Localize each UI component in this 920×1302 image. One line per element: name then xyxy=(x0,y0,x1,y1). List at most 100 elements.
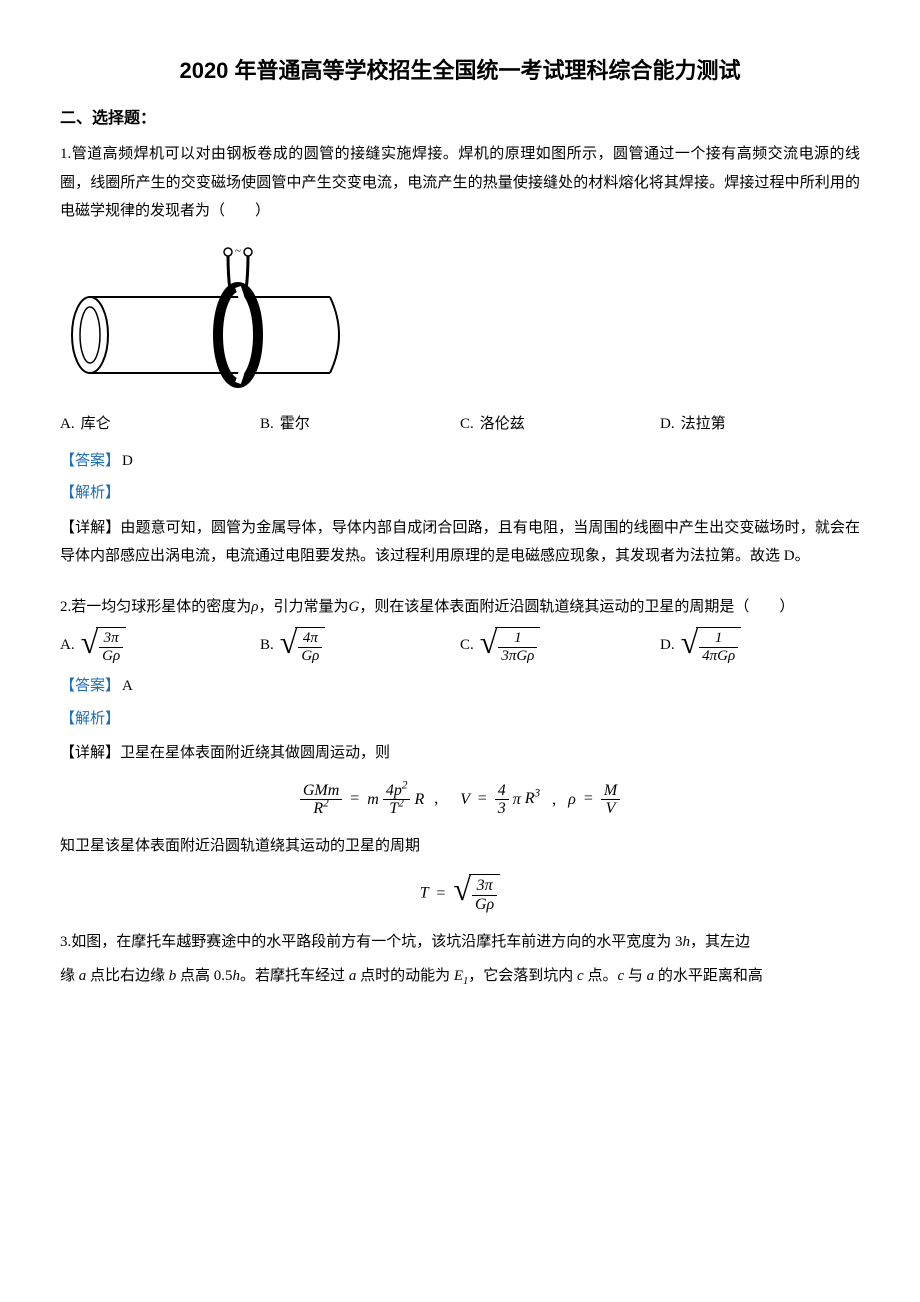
q1-opt-a: A. 库仑 xyxy=(60,410,260,439)
q3-text: 缘 xyxy=(60,968,79,984)
sqrt-expr: √ 3πGρ xyxy=(453,874,500,913)
radicand: 14πGρ xyxy=(696,627,741,664)
page-title: 2020 年普通高等学校招生全国统一考试理科综合能力测试 xyxy=(60,50,860,92)
var-r3: R3 xyxy=(525,790,540,807)
q3-stem-line2: 缘 a 点比右边缘 b 点高 0.5h。若摩托车经过 a 点时的动能为 E1，它… xyxy=(60,962,860,991)
q2-opt-b: B. √ 4πGρ xyxy=(260,627,460,664)
question-2: 2.若一均匀球形星体的密度为 ρ ，引力常量为G，则在该星体表面附近沿圆轨道绕其运动… xyxy=(60,593,860,914)
answer-label: 【答案】 xyxy=(60,678,120,694)
q3-text: 的水平距离和高 xyxy=(654,968,763,984)
q3-text: 3.如图，在摩托车越野赛途中的水平路段前方有一个坑，该坑沿摩托车前进方向的水平宽… xyxy=(60,934,683,950)
q2-options: A. √ 3πGρ B. √ 4πGρ C. √ 13πGρ xyxy=(60,627,860,664)
frac-den: Gρ xyxy=(99,648,123,665)
frac-den: T2 xyxy=(383,800,411,818)
q1-opt-b: B. 霍尔 xyxy=(260,410,460,439)
frac-den: Gρ xyxy=(472,896,497,914)
frac-num: 3π xyxy=(472,877,497,896)
radicand: 4πGρ xyxy=(295,627,325,664)
sqrt-expr: √ 14πGρ xyxy=(681,627,742,664)
equals: = xyxy=(584,790,593,807)
opt-letter: A. xyxy=(60,631,75,660)
q2-stem-part: ，则在该星体表面附近沿圆轨道绕其运动的卫星的周期是（ ） xyxy=(359,599,794,615)
q2-answer: 【答案】A xyxy=(60,672,860,701)
q2-opt-a: A. √ 3πGρ xyxy=(60,627,260,664)
var-h: h xyxy=(233,968,241,984)
opt-letter: B. xyxy=(260,631,274,660)
q2-detail-head: 【详解】卫星在星体表面附近绕其做圆周运动，则 xyxy=(60,739,860,768)
q1-opt-c: C. 洛伦兹 xyxy=(460,410,660,439)
q2-stem-part: ，引力常量为 xyxy=(258,599,348,615)
q2-stem: 2.若一均匀球形星体的密度为ρ，引力常量为G，则在该星体表面附近沿圆轨道绕其运动… xyxy=(60,593,860,622)
opt-letter: D. xyxy=(660,410,675,439)
radicand: 3πGρ xyxy=(96,627,126,664)
opt-letter: D. xyxy=(660,631,675,660)
section-heading: 二、选择题： xyxy=(60,104,860,134)
q2-stem-part: 2.若一均匀球形星体的密度为 xyxy=(60,599,251,615)
pi-symbol: π xyxy=(513,790,521,807)
q2-detail: 【详解】卫星在星体表面附近绕其做圆周运动，则 GMmR2 = m 4p2T2 R… xyxy=(60,739,860,913)
equals: = xyxy=(350,790,359,807)
q1-figure: ~ xyxy=(60,240,860,401)
var-e1: E1 xyxy=(454,968,468,984)
q2-eq1: GMmR2 = m 4p2T2 R , V = 43 π R3 , ρ = MV xyxy=(60,782,860,818)
q3-text: 与 xyxy=(624,968,647,984)
q2-explain-label: 【解析】 xyxy=(60,705,860,734)
frac-num: M xyxy=(601,782,620,801)
q1-detail-text: 【详解】由题意可知，圆管为金属导体，导体内部自成闭合回路，且有电阻，当周围的线圈… xyxy=(60,514,860,571)
var-h: h xyxy=(683,934,691,950)
frac-num: 1 xyxy=(498,630,537,648)
q3-stem-line1: 3.如图，在摩托车越野赛途中的水平路段前方有一个坑，该坑沿摩托车前进方向的水平宽… xyxy=(60,928,860,957)
q1-opt-d: D. 法拉第 xyxy=(660,410,860,439)
question-3: 3.如图，在摩托车越野赛途中的水平路段前方有一个坑，该坑沿摩托车前进方向的水平宽… xyxy=(60,928,860,991)
frac-num: 1 xyxy=(699,630,738,648)
opt-letter: C. xyxy=(460,410,474,439)
frac-den: Gρ xyxy=(298,648,322,665)
q1-options: A. 库仑 B. 霍尔 C. 洛伦兹 D. 法拉第 xyxy=(60,410,860,439)
var-v: V xyxy=(460,790,469,807)
q1-explain-label: 【解析】 xyxy=(60,479,860,508)
q2-opt-c: C. √ 13πGρ xyxy=(460,627,660,664)
opt-text: 霍尔 xyxy=(280,410,310,439)
q1-stem: 1.管道高频焊机可以对由钢板卷成的圆管的接缝实施焊接。焊机的原理如图所示，圆管通… xyxy=(60,140,860,226)
q2-detail-mid: 知卫星该星体表面附近沿圆轨道绕其运动的卫星的周期 xyxy=(60,832,860,861)
opt-text: 洛伦兹 xyxy=(480,410,525,439)
answer-value: A xyxy=(122,678,133,694)
q3-text: ，其左边 xyxy=(690,934,750,950)
q3-text: 。若摩托车经过 xyxy=(240,968,349,984)
rho-symbol: ρ xyxy=(568,790,576,807)
answer-label: 【答案】 xyxy=(60,453,120,469)
frac-den: 3 xyxy=(495,800,509,818)
frac-num: 4 xyxy=(495,782,509,801)
q1-answer: 【答案】D xyxy=(60,447,860,476)
frac-den: 3πGρ xyxy=(498,648,537,665)
opt-letter: B. xyxy=(260,410,274,439)
frac-num: GMm xyxy=(300,782,342,801)
opt-text: 库仑 xyxy=(81,410,111,439)
var-c: c xyxy=(577,968,584,984)
frac-den: R2 xyxy=(300,800,342,818)
frac-num: 4π xyxy=(298,630,322,648)
radicand: 13πGρ xyxy=(495,627,540,664)
frac-den: 4πGρ xyxy=(699,648,738,665)
frac-num: 3π xyxy=(99,630,123,648)
var-m: m xyxy=(367,790,379,807)
sqrt-expr: √ 3πGρ xyxy=(81,627,127,664)
var-r: R xyxy=(414,790,424,807)
q3-text: 点高 0.5 xyxy=(176,968,232,984)
q2-eq2: T = √ 3πGρ xyxy=(60,874,860,913)
frac-den: V xyxy=(601,800,620,818)
answer-value: D xyxy=(122,453,133,469)
q1-diagram-svg: ~ xyxy=(60,240,380,390)
svg-text:~: ~ xyxy=(235,245,241,257)
q3-text: 点比右边缘 xyxy=(86,968,169,984)
frac-num: 4p2 xyxy=(383,782,411,801)
q3-text: 点。 xyxy=(584,968,618,984)
question-1: 1.管道高频焊机可以对由钢板卷成的圆管的接缝实施焊接。焊机的原理如图所示，圆管通… xyxy=(60,140,860,571)
g-symbol: G xyxy=(348,599,359,615)
radicand: 3πGρ xyxy=(469,874,500,913)
opt-text: 法拉第 xyxy=(681,410,726,439)
q2-opt-d: D. √ 14πGρ xyxy=(660,627,860,664)
q3-text: 点时的动能为 xyxy=(356,968,454,984)
q1-detail: 【详解】由题意可知，圆管为金属导体，导体内部自成闭合回路，且有电阻，当周围的线圈… xyxy=(60,514,860,571)
opt-letter: C. xyxy=(460,631,474,660)
